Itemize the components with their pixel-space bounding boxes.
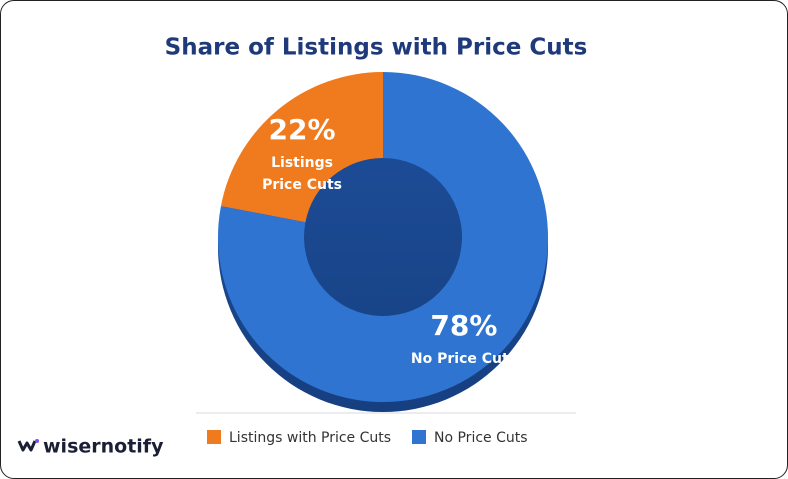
legend-swatch xyxy=(412,430,426,444)
legend-swatch xyxy=(207,430,221,444)
brand-name: wisernotify xyxy=(43,436,164,458)
legend-label: Listings with Price Cuts xyxy=(229,430,391,446)
slice-label: Price Cuts xyxy=(262,177,342,193)
slice-label: No Price Cuts xyxy=(411,351,517,367)
legend-label: No Price Cuts xyxy=(434,430,528,446)
slice-label: Listings xyxy=(271,155,333,171)
brand-logo xyxy=(17,439,39,452)
chart-title: Share of Listings with Price Cuts xyxy=(165,35,588,61)
donut-slice xyxy=(220,72,383,223)
donut-slice xyxy=(218,72,549,402)
slice-value-label: 78% xyxy=(430,309,497,342)
slice-value-label: 22% xyxy=(269,113,336,146)
